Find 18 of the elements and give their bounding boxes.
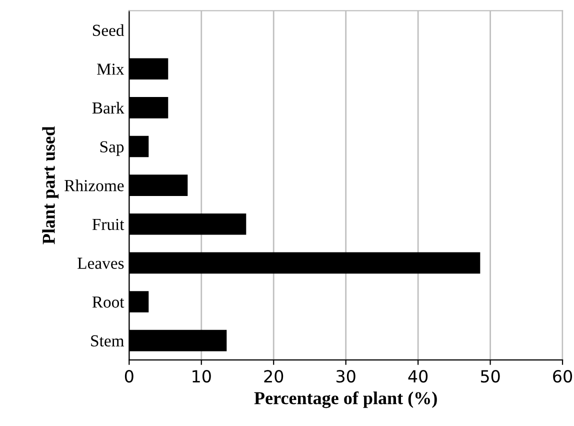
x-tick-label: 10 xyxy=(192,370,211,383)
y-tick-label: Fruit xyxy=(92,218,124,230)
x-tick-label: 0 xyxy=(124,370,134,383)
y-tick-label: Rhizome xyxy=(64,180,124,192)
y-tick-label: Stem xyxy=(91,335,124,347)
x-tick-label: 60 xyxy=(553,370,572,383)
y-tick-label: Root xyxy=(92,296,124,308)
x-tick-label: 30 xyxy=(336,370,356,383)
y-tick-label: Leaves xyxy=(78,258,124,269)
x-axis-title: Percentage of plant (%) xyxy=(254,391,437,408)
y-tick-label: Sap xyxy=(100,141,124,156)
y-axis-title: Plant part used xyxy=(42,126,59,244)
y-tick-label: Mix xyxy=(96,64,124,75)
y-tick-label: Seed xyxy=(93,24,124,36)
x-tick-label: 50 xyxy=(480,370,500,383)
y-tick-label: Bark xyxy=(92,102,124,114)
x-tick-label: 40 xyxy=(408,370,428,383)
x-tick-label: 20 xyxy=(264,370,284,383)
